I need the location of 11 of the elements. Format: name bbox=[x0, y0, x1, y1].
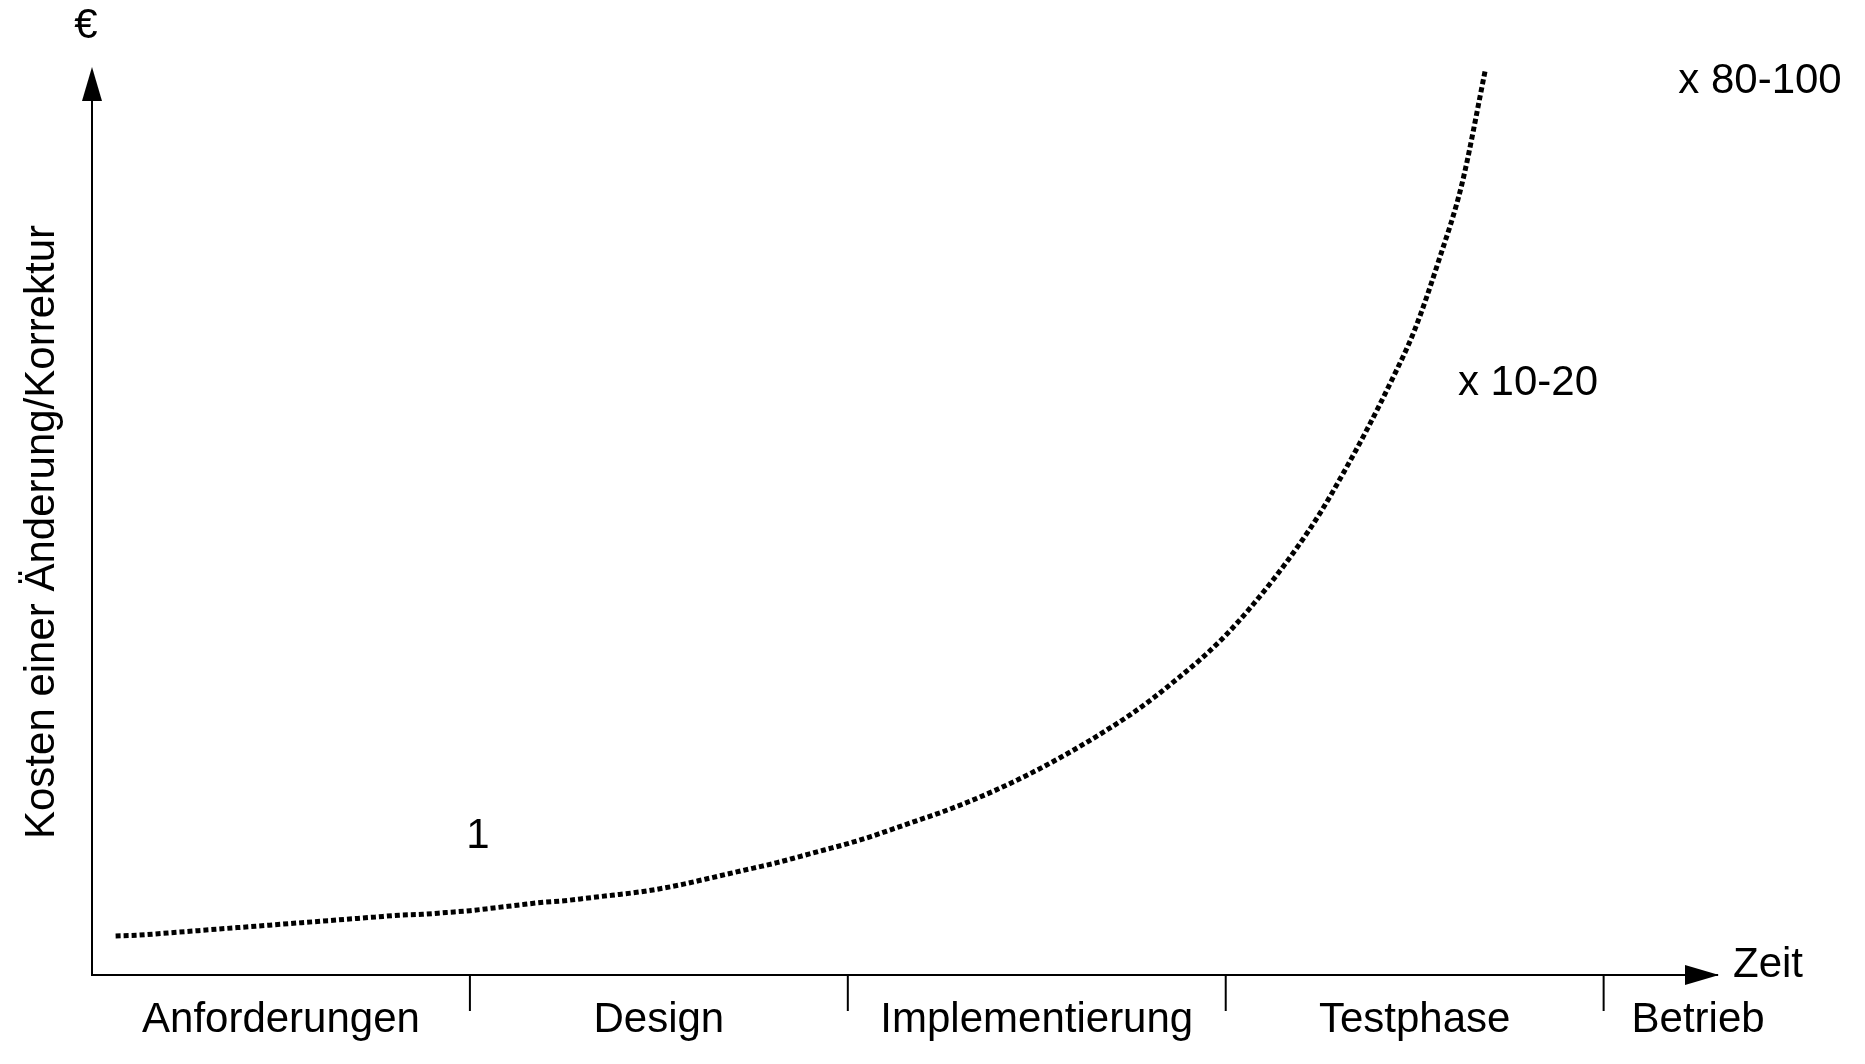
x-tick-label: Design bbox=[593, 993, 725, 1041]
x-axis-title: Zeit bbox=[1733, 938, 1804, 986]
x-tick-label: Betrieb bbox=[1631, 993, 1765, 1041]
annotation: x 80-100 bbox=[1678, 54, 1842, 102]
x-tick-label: Testphase bbox=[1318, 993, 1511, 1041]
y-axis-title: Kosten einer Änderung/Korrektur bbox=[15, 224, 63, 840]
x-tick-label: Anforderungen bbox=[142, 993, 420, 1041]
annotation: x 10-20 bbox=[1457, 356, 1599, 404]
x-tick-label: Implementierung bbox=[880, 993, 1194, 1041]
annotation: 1 bbox=[466, 809, 490, 857]
text: € bbox=[74, 0, 98, 47]
